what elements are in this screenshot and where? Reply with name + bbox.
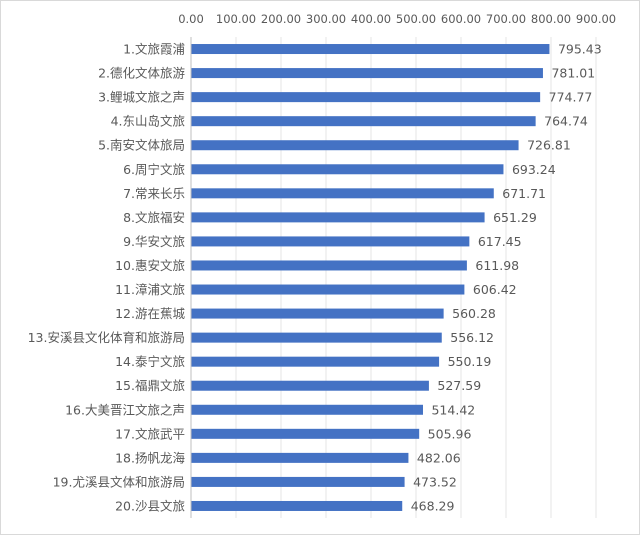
- category-label: 12.游在蕉城: [115, 306, 185, 321]
- x-tick-label: 100.00: [216, 12, 256, 26]
- bar: [191, 308, 444, 319]
- category-label: 1.文旅霞浦: [123, 42, 185, 57]
- x-tick-label: 200.00: [261, 12, 301, 26]
- category-label: 8.文旅福安: [123, 210, 185, 225]
- category-label: 10.惠安文旅: [115, 258, 185, 273]
- data-label: 468.29: [411, 498, 455, 513]
- bar: [191, 44, 550, 55]
- data-label: 726.81: [527, 138, 571, 153]
- data-label: 482.06: [417, 450, 461, 465]
- data-label: 651.29: [493, 210, 537, 225]
- bar: [191, 452, 409, 463]
- bar: [191, 380, 429, 391]
- category-label: 18.扬帆龙海: [115, 450, 185, 465]
- category-label: 11.漳浦文旅: [115, 282, 185, 297]
- category-label: 6.周宁文旅: [123, 162, 185, 177]
- data-label: 781.01: [551, 66, 595, 81]
- x-tick-label: 400.00: [351, 12, 391, 26]
- data-label: 560.28: [452, 306, 496, 321]
- category-label: 20.沙县文旅: [115, 498, 185, 513]
- x-tick-label: 600.00: [441, 12, 481, 26]
- bar: [191, 356, 440, 367]
- bar: [191, 212, 485, 223]
- x-tick-label: 900.00: [576, 12, 616, 26]
- data-label: 606.42: [473, 282, 517, 297]
- data-label: 611.98: [475, 258, 519, 273]
- category-label: 3.鲤城文旅之声: [98, 90, 185, 105]
- category-label: 9.华安文旅: [123, 234, 185, 249]
- bar: [191, 164, 504, 175]
- data-label: 764.74: [544, 114, 588, 129]
- x-tick-label: 500.00: [396, 12, 436, 26]
- bar: [191, 404, 423, 415]
- category-label: 15.福鼎文旅: [115, 378, 185, 393]
- data-label: 693.24: [512, 162, 556, 177]
- data-label: 550.19: [448, 354, 492, 369]
- data-label: 527.59: [437, 378, 481, 393]
- x-tick-label: 0.00: [178, 12, 204, 26]
- data-label: 505.96: [428, 426, 472, 441]
- category-label: 19.尤溪县文体和旅游局: [53, 474, 185, 489]
- data-label: 795.43: [558, 42, 602, 57]
- data-label: 774.77: [549, 90, 593, 105]
- category-label: 7.常来长乐: [123, 186, 185, 201]
- data-label: 671.71: [502, 186, 546, 201]
- category-label: 5.南安文体旅局: [98, 138, 185, 153]
- category-label: 16.大美晋江文旅之声: [65, 402, 185, 417]
- category-label: 4.东山岛文旅: [111, 114, 185, 129]
- category-label: 2.德化文体旅游: [98, 66, 185, 81]
- x-tick-label: 300.00: [306, 12, 346, 26]
- bar: [191, 68, 543, 79]
- bar: [191, 92, 541, 103]
- data-label: 473.52: [413, 474, 457, 489]
- bar: [191, 428, 420, 439]
- bar: [191, 188, 494, 199]
- x-tick-label: 700.00: [486, 12, 526, 26]
- bar: [191, 284, 465, 295]
- category-label: 13.安溪县文化体育和旅游局: [28, 330, 185, 345]
- bar: [191, 116, 536, 127]
- data-label: 617.45: [478, 234, 522, 249]
- bar: [191, 500, 403, 511]
- bar: [191, 332, 442, 343]
- x-tick-label: 800.00: [531, 12, 571, 26]
- bar: [191, 260, 467, 271]
- data-label: 556.12: [450, 330, 494, 345]
- bar: [191, 140, 519, 151]
- category-label: 14.泰宁文旅: [115, 354, 185, 369]
- bar: [191, 476, 405, 487]
- data-label: 514.42: [431, 402, 475, 417]
- bar: [191, 236, 470, 247]
- category-label: 17.文旅武平: [115, 426, 185, 441]
